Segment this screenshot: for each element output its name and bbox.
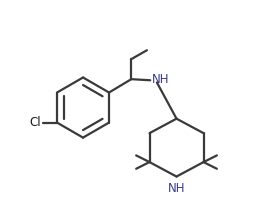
Text: NH: NH (152, 73, 169, 86)
Text: Cl: Cl (30, 116, 41, 129)
Text: NH: NH (168, 182, 185, 195)
